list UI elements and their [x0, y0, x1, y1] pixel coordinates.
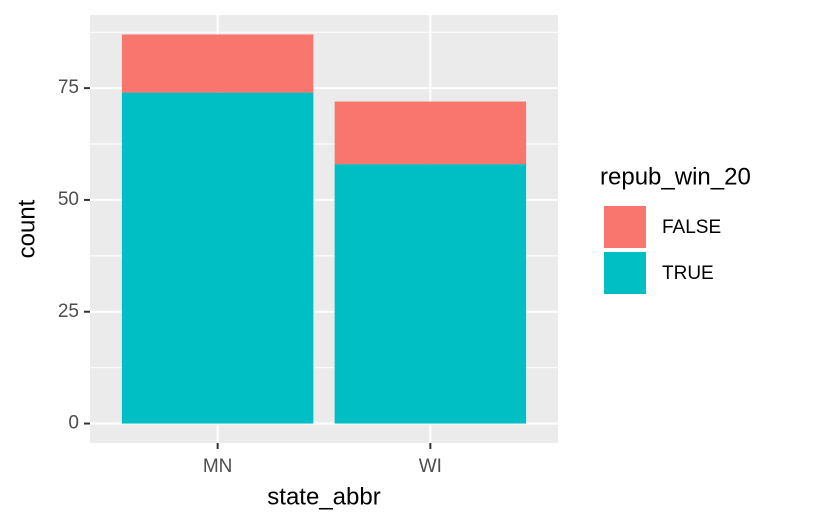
x-tick-label: MN: [203, 456, 233, 477]
bar-segment: [121, 34, 314, 93]
x-tick-label: WI: [419, 456, 442, 477]
y-tick-label: 0: [68, 413, 79, 434]
y-tick-label: 75: [58, 77, 79, 98]
legend-key: [602, 204, 648, 250]
y-tick-label: 25: [58, 301, 79, 322]
legend-key: [602, 250, 648, 296]
x-axis-title: state_abbr: [267, 483, 380, 510]
y-axis-title: count: [13, 199, 40, 258]
bar-segment: [334, 101, 527, 165]
bar-segment: [121, 92, 314, 424]
legend-title: repub_win_20: [600, 163, 751, 190]
legend-label: FALSE: [662, 217, 721, 238]
legend-label: TRUE: [662, 263, 714, 284]
bar-segment: [334, 164, 527, 424]
y-tick-label: 50: [58, 189, 79, 210]
